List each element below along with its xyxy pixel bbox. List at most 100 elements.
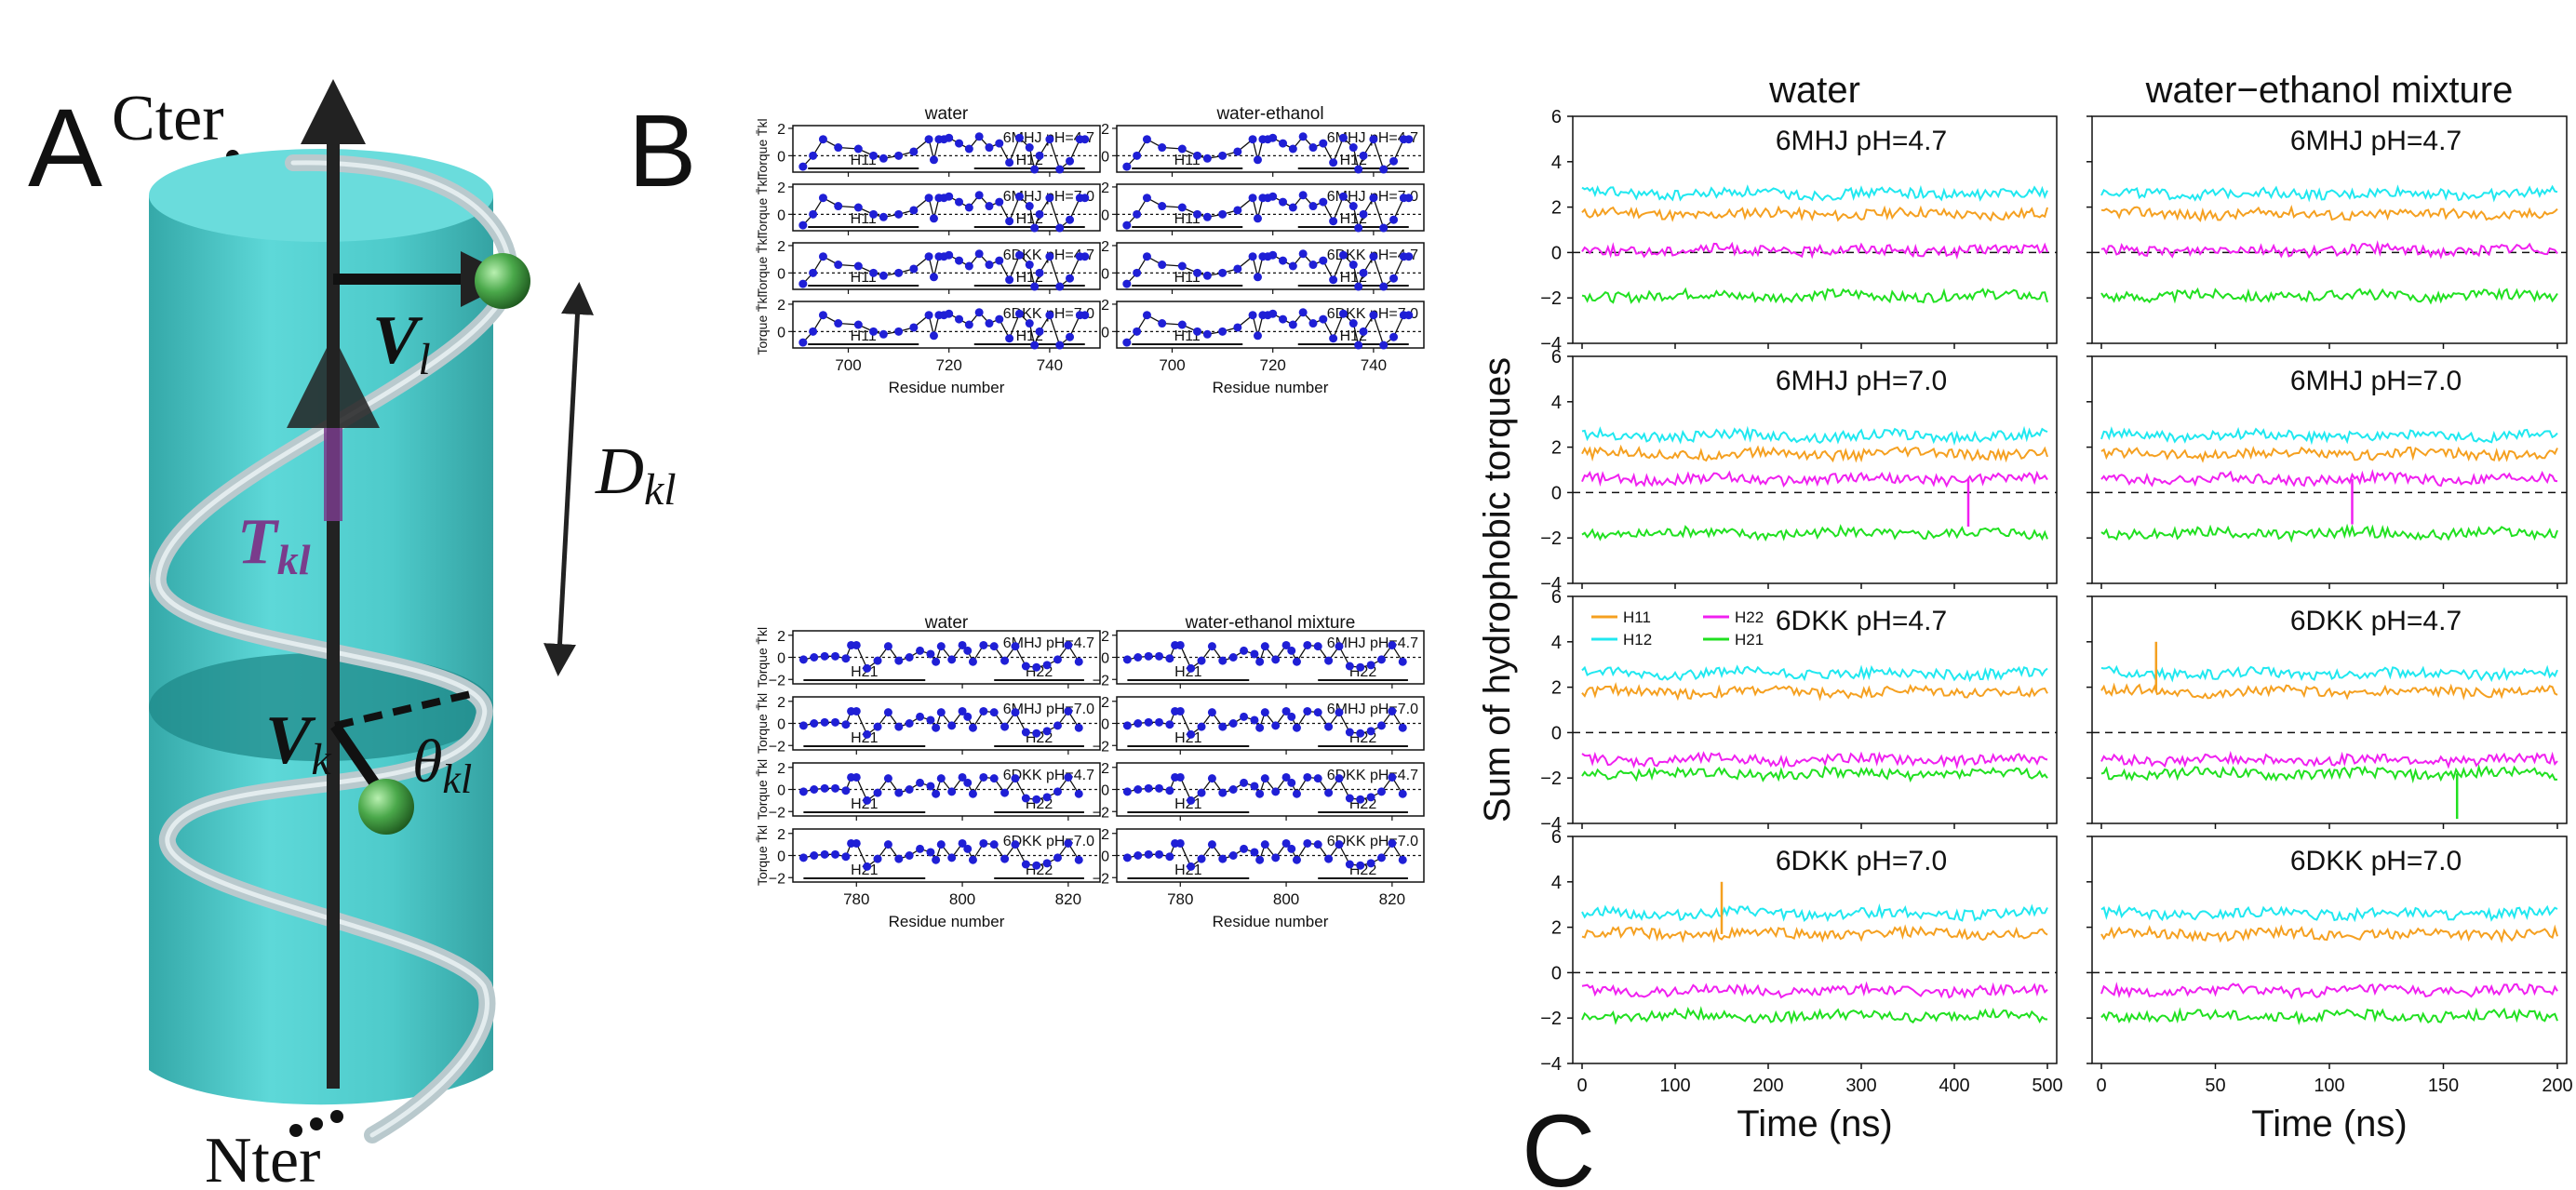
torque-point	[818, 194, 827, 203]
y-tick-label: −2	[769, 673, 785, 689]
series-line-h12	[2100, 184, 2558, 203]
torque-point	[1021, 794, 1030, 803]
torque-point	[985, 319, 994, 328]
series-line-h12	[1581, 184, 2048, 202]
torque-point	[1030, 282, 1040, 291]
torque-point	[1324, 788, 1334, 797]
torque-point	[1329, 158, 1338, 167]
series-line-h22	[1581, 241, 2048, 260]
torque-point	[834, 261, 843, 270]
torque-point	[916, 844, 925, 853]
subplot-frame	[2091, 836, 2568, 1064]
torque-point	[1271, 853, 1281, 862]
torque-point	[1177, 203, 1187, 212]
torque-point	[1133, 268, 1142, 277]
torque-point	[834, 319, 843, 328]
torque-point	[1158, 319, 1167, 328]
column-title: water-ethanol mixture	[1185, 613, 1356, 633]
series-line-h11	[1581, 444, 2048, 463]
torque-point	[852, 706, 861, 715]
torque-point	[1158, 261, 1167, 270]
y-tick-label: −2	[1540, 288, 1562, 309]
torque-point	[818, 135, 827, 144]
torque-point	[818, 252, 827, 261]
y-tick-label: −2	[769, 805, 785, 821]
x-tick-label: 740	[1037, 356, 1063, 374]
torque-point	[1066, 274, 1075, 283]
torque-point	[958, 838, 967, 848]
torque-point	[1218, 151, 1228, 160]
series-line-h21	[2100, 523, 2558, 543]
y-axis-label: Torque T̄kl	[755, 627, 770, 688]
torque-point	[1005, 334, 1014, 343]
torque-point	[1248, 311, 1257, 320]
torque-point	[1255, 657, 1265, 666]
torque-point	[1158, 143, 1167, 153]
y-axis-label: Torque T̄kl	[755, 825, 770, 886]
torque-point	[926, 782, 935, 791]
torque-point	[1359, 327, 1368, 336]
torque-point	[1233, 147, 1242, 156]
torque-point	[883, 840, 892, 849]
subplot-frame	[1116, 125, 1425, 173]
helix-segment-label: H21	[851, 730, 878, 746]
x-tick-label: 150	[2428, 1076, 2459, 1096]
torque-point	[1144, 651, 1153, 661]
torque-point	[1000, 656, 1010, 665]
torque-point	[1193, 268, 1202, 277]
x-axis-label: Residue number	[889, 379, 1005, 396]
torque-point	[1000, 722, 1010, 731]
torque-point	[963, 646, 973, 655]
y-tick-label: 6	[1551, 827, 1562, 848]
torque-point	[1335, 708, 1344, 717]
subplot-frame	[1572, 595, 2058, 824]
torque-point	[1218, 788, 1228, 797]
torque-point	[947, 853, 957, 862]
torque-point	[1228, 851, 1238, 860]
torque-point	[1045, 135, 1054, 144]
torque-point	[1122, 279, 1132, 288]
torque-point	[834, 143, 843, 153]
subplot-frame	[2091, 115, 2568, 344]
torque-point	[1398, 657, 1407, 666]
torque-point	[1376, 853, 1386, 862]
y-tick-label: 0	[1101, 717, 1109, 733]
torque-point	[1268, 309, 1278, 318]
torque-point	[1074, 855, 1083, 864]
torque-point	[1281, 706, 1291, 715]
y-tick-label: 2	[1551, 918, 1562, 939]
torque-point	[1066, 215, 1075, 224]
torque-point	[947, 721, 957, 730]
torque-point	[894, 788, 904, 797]
torque-point	[1055, 165, 1065, 174]
torque-point	[985, 143, 994, 153]
y-tick-label: 2	[1101, 761, 1109, 777]
torque-point	[841, 786, 851, 796]
vk-arrow	[334, 689, 476, 729]
torque-point	[1122, 853, 1132, 862]
torque-point	[1064, 706, 1073, 715]
torque-point	[916, 712, 925, 721]
x-tick-label: 800	[1273, 890, 1299, 908]
torque-point	[1014, 309, 1024, 318]
torque-point	[1253, 214, 1262, 223]
torque-point	[820, 849, 829, 859]
torque-point	[1032, 861, 1041, 870]
torque-point	[1032, 795, 1041, 804]
torque-point	[1055, 282, 1065, 291]
panel-label-c: C	[1522, 1094, 1595, 1190]
torque-point	[1228, 719, 1238, 728]
y-axis-label: Torque T̄kl	[755, 118, 770, 179]
torque-point	[1207, 840, 1216, 849]
torque-point	[810, 653, 819, 662]
y-tick-label: −4	[1540, 814, 1562, 835]
torque-point	[1345, 860, 1354, 869]
y-tick-label: 2	[1551, 198, 1562, 219]
torque-point	[1133, 209, 1142, 219]
torque-point	[1155, 651, 1164, 661]
torque-point	[1053, 721, 1062, 730]
y-tick-label: 2	[1101, 629, 1109, 645]
torque-point	[1279, 256, 1288, 265]
torque-point	[1366, 727, 1375, 736]
series-line-h21	[2100, 1007, 2558, 1025]
